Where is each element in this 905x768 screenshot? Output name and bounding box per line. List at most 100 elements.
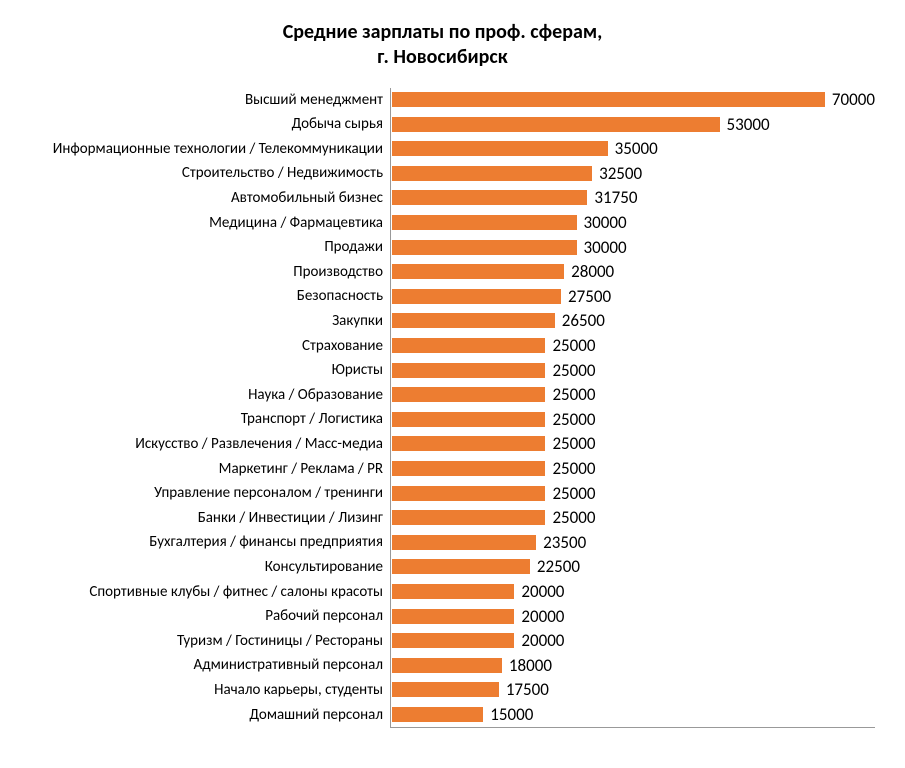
bar-value: 25000 xyxy=(552,335,595,356)
bar-row: Добыча сырья53000 xyxy=(391,116,875,133)
bar-value: 20000 xyxy=(521,606,564,627)
bar xyxy=(391,189,588,206)
bar-value: 23500 xyxy=(543,532,586,553)
chart-title-line2: г. Новосибирск xyxy=(377,45,507,69)
bar-row: Туризм / Гостиницы / Рестораны20000 xyxy=(391,632,875,649)
bar-row: Информационные технологии / Телекоммуник… xyxy=(391,140,875,157)
bar-row: Банки / Инвестиции / Лизинг25000 xyxy=(391,509,875,526)
bar xyxy=(391,460,546,477)
bar-label: Юристы xyxy=(332,361,391,379)
bar xyxy=(391,435,546,452)
bar-label: Медицина / Фармацевтика xyxy=(209,214,391,232)
bar-value: 25000 xyxy=(552,360,595,381)
chart-title: Средние зарплаты по проф. сферам, г. Нов… xyxy=(10,20,875,70)
bar-value: 25000 xyxy=(552,458,595,479)
bar-value: 25000 xyxy=(552,384,595,405)
bar-row: Административный персонал18000 xyxy=(391,657,875,674)
bar-label: Производство xyxy=(293,263,391,281)
bar-row: Продажи30000 xyxy=(391,239,875,256)
bar-label: Административный персонал xyxy=(194,656,391,674)
bar-row: Консультирование22500 xyxy=(391,558,875,575)
bar xyxy=(391,558,531,575)
bar-value: 20000 xyxy=(521,581,564,602)
bar-label: Закупки xyxy=(332,312,391,330)
bar xyxy=(391,140,609,157)
bar-row: Спортивные клубы / фитнес / салоны красо… xyxy=(391,583,875,600)
chart-title-line1: Средние зарплаты по проф. сферам, xyxy=(283,20,603,44)
bar-value: 35000 xyxy=(615,138,658,159)
bar-value: 70000 xyxy=(832,89,875,110)
bar xyxy=(391,239,578,256)
bar xyxy=(391,386,546,403)
bar xyxy=(391,337,546,354)
bar-value: 27500 xyxy=(568,286,611,307)
bar-value: 18000 xyxy=(509,655,552,676)
bar xyxy=(391,411,546,428)
bar-label: Транспорт / Логистика xyxy=(241,410,391,428)
bar-row: Рабочий персонал20000 xyxy=(391,608,875,625)
bar-label: Высший менеджмент xyxy=(245,91,391,109)
bar xyxy=(391,657,503,674)
bar xyxy=(391,263,565,280)
bar-label: Безопасность xyxy=(297,287,391,305)
bar-value: 20000 xyxy=(521,630,564,651)
bar-label: Автомобильный бизнес xyxy=(231,189,391,207)
bar-label: Начало карьеры, студенты xyxy=(214,681,391,699)
bar xyxy=(391,534,537,551)
bar-row: Медицина / Фармацевтика30000 xyxy=(391,214,875,231)
bar-label: Консультирование xyxy=(265,558,391,576)
bar xyxy=(391,362,546,379)
bar-value: 30000 xyxy=(584,237,627,258)
bar-label: Рабочий персонал xyxy=(265,607,391,625)
bar-value: 26500 xyxy=(562,310,605,331)
bar-row: Управление персоналом / тренинги25000 xyxy=(391,485,875,502)
bar xyxy=(391,706,484,723)
bar-row: Юристы25000 xyxy=(391,362,875,379)
bar-row: Искусство / Развлечения / Масс-медиа2500… xyxy=(391,435,875,452)
salary-chart: Средние зарплаты по проф. сферам, г. Нов… xyxy=(0,0,905,768)
bar-label: Продажи xyxy=(324,238,391,256)
bar-value: 25000 xyxy=(552,507,595,528)
bar-value: 32500 xyxy=(599,163,642,184)
bar-label: Домашний персонал xyxy=(249,706,391,724)
bar-row: Бухгалтерия / финансы предприятия23500 xyxy=(391,534,875,551)
bar-value: 25000 xyxy=(552,433,595,454)
bar-row: Автомобильный бизнес31750 xyxy=(391,189,875,206)
bar-label: Бухгалтерия / финансы предприятия xyxy=(149,533,391,551)
bar xyxy=(391,681,500,698)
bar-value: 28000 xyxy=(571,261,614,282)
bar-label: Спортивные клубы / фитнес / салоны красо… xyxy=(89,583,391,601)
bar-row: Безопасность27500 xyxy=(391,288,875,305)
bar-value: 25000 xyxy=(552,409,595,430)
bar-row: Производство28000 xyxy=(391,263,875,280)
bar-value: 15000 xyxy=(490,704,533,725)
bar-row: Домашний персонал15000 xyxy=(391,706,875,723)
bar-row: Строительство / Недвижимость32500 xyxy=(391,165,875,182)
bar-row: Маркетинг / Реклама / PR25000 xyxy=(391,460,875,477)
bar xyxy=(391,485,546,502)
bar-label: Добыча сырья xyxy=(292,115,391,133)
bar-label: Туризм / Гостиницы / Рестораны xyxy=(177,632,391,650)
bar-label: Страхование xyxy=(302,337,391,355)
bar-value: 22500 xyxy=(537,556,580,577)
bar-row: Страхование25000 xyxy=(391,337,875,354)
bar-label: Маркетинг / Реклама / PR xyxy=(219,460,391,478)
bar xyxy=(391,608,515,625)
bar-value: 53000 xyxy=(727,114,770,135)
bar xyxy=(391,165,593,182)
bar-label: Строительство / Недвижимость xyxy=(182,164,391,182)
bar-value: 17500 xyxy=(506,679,549,700)
bar-row: Закупки26500 xyxy=(391,312,875,329)
bar-label: Информационные технологии / Телекоммуник… xyxy=(53,140,391,158)
bar-value: 31750 xyxy=(594,187,637,208)
bar-value: 30000 xyxy=(584,212,627,233)
bar-row: Транспорт / Логистика25000 xyxy=(391,411,875,428)
bar xyxy=(391,509,546,526)
bar-label: Наука / Образование xyxy=(248,386,391,404)
bar-value: 25000 xyxy=(552,483,595,504)
bar xyxy=(391,91,826,108)
bar xyxy=(391,116,721,133)
bar xyxy=(391,583,515,600)
bar-row: Высший менеджмент70000 xyxy=(391,91,875,108)
bar-label: Управление персоналом / тренинги xyxy=(154,484,391,502)
